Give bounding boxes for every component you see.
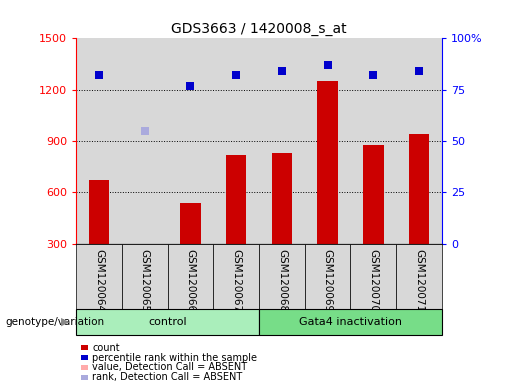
Text: GSM120067: GSM120067 [231, 249, 241, 312]
Text: genotype/variation: genotype/variation [5, 317, 104, 327]
Text: value, Detection Call = ABSENT: value, Detection Call = ABSENT [92, 362, 247, 372]
Text: percentile rank within the sample: percentile rank within the sample [92, 353, 257, 362]
Bar [409, 134, 430, 244]
Bar [122, 244, 167, 309]
Text: control: control [148, 317, 187, 327]
Bar [259, 309, 442, 335]
Text: GSM120068: GSM120068 [277, 249, 287, 312]
Bar [259, 244, 305, 309]
Bar [396, 38, 442, 244]
Bar [213, 244, 259, 309]
Bar [180, 203, 201, 244]
Bar [350, 38, 396, 244]
Bar [305, 38, 350, 244]
Text: count: count [92, 343, 120, 353]
Bar [226, 155, 247, 244]
Bar [134, 244, 155, 249]
Bar [213, 38, 259, 244]
Title: GDS3663 / 1420008_s_at: GDS3663 / 1420008_s_at [171, 22, 347, 36]
Text: GSM120066: GSM120066 [185, 249, 196, 312]
Bar [122, 38, 167, 244]
Text: ▶: ▶ [61, 317, 69, 327]
Text: GSM120064: GSM120064 [94, 249, 104, 312]
Bar [350, 244, 396, 309]
Bar [259, 38, 305, 244]
Bar [76, 38, 122, 244]
Text: Gata4 inactivation: Gata4 inactivation [299, 317, 402, 327]
Bar [396, 244, 442, 309]
Bar [167, 38, 213, 244]
Bar [89, 180, 109, 244]
Bar [305, 244, 350, 309]
Bar [76, 244, 122, 309]
Text: GSM120071: GSM120071 [414, 249, 424, 312]
Text: GSM120070: GSM120070 [368, 249, 379, 312]
Bar [271, 153, 292, 244]
Bar [363, 144, 384, 244]
Bar [76, 309, 259, 335]
Text: GSM120069: GSM120069 [322, 249, 333, 312]
Text: rank, Detection Call = ABSENT: rank, Detection Call = ABSENT [92, 372, 243, 382]
Text: GSM120065: GSM120065 [140, 249, 150, 312]
Bar [167, 244, 213, 309]
Bar [317, 81, 338, 244]
